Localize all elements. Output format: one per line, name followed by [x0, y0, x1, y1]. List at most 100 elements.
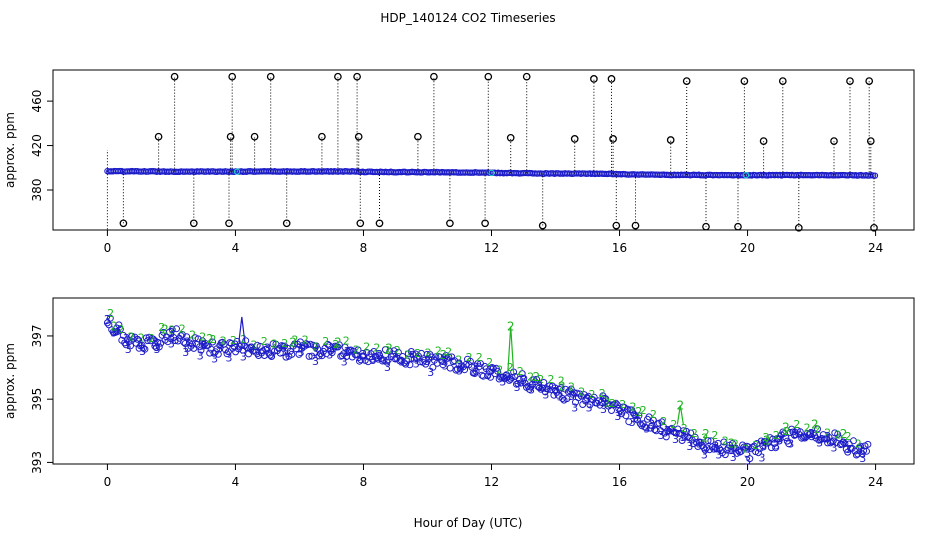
series-3-point: 3 — [360, 348, 368, 362]
series-2-marker: 2 — [548, 373, 555, 386]
cloud-point — [693, 439, 700, 446]
series-2-marker: 2 — [773, 429, 780, 442]
series-2-marker: 2 — [804, 422, 811, 435]
series-2-point: 2 — [110, 320, 118, 334]
series-3-marker: 3 — [686, 440, 693, 453]
series-3-marker: 3 — [542, 388, 549, 401]
series-3-marker: 3 — [456, 364, 463, 377]
series-2-marker: 2 — [537, 373, 544, 386]
baseline-point-accent — [233, 168, 241, 175]
cloud-point — [828, 438, 836, 446]
series-2-marker: 2 — [394, 344, 401, 357]
cloud-point — [173, 325, 180, 333]
cloud-point — [854, 450, 862, 458]
cloud-point — [237, 341, 245, 349]
cloud-point — [276, 349, 284, 357]
top-x-axis: 0 4 8 12 16 20 24 — [104, 230, 883, 255]
spike-point — [266, 72, 275, 81]
cloud-point — [318, 352, 326, 360]
series-3-point: 3 — [344, 345, 352, 359]
series-3-marker: 3 — [355, 351, 362, 364]
cloud-point — [533, 375, 541, 383]
cloud-point — [243, 344, 251, 352]
x-tick-label: 0 — [104, 241, 112, 255]
series-2-marker: 2 — [332, 338, 339, 351]
spike-point — [446, 219, 454, 228]
cloud-point — [226, 339, 234, 347]
cloud-point — [154, 338, 162, 346]
cloud-point — [618, 410, 626, 418]
cloud-point — [432, 353, 440, 361]
cloud-point — [623, 405, 631, 413]
series-3-marker: 3 — [182, 346, 189, 359]
x-tick-label: 20 — [740, 241, 755, 255]
cloud-point — [518, 370, 526, 378]
cloud-point — [127, 342, 134, 350]
series-2-marker: 2 — [609, 397, 616, 410]
series-3-marker: 3 — [614, 410, 621, 423]
spike-point — [612, 221, 621, 230]
series-2-point: 2 — [532, 370, 540, 384]
series-2-point: 2 — [440, 348, 448, 362]
cloud-point — [502, 371, 510, 379]
series-3-point: 3 — [168, 326, 176, 340]
series-3-marker: 3 — [398, 355, 405, 368]
series-2-marker: 2 — [210, 333, 217, 346]
series-3-marker: 3 — [197, 350, 204, 363]
series-3-point: 3 — [568, 389, 576, 403]
cloud-point — [746, 455, 754, 463]
series-3-marker: 3 — [571, 401, 578, 414]
spike-point — [778, 77, 787, 85]
spike-point — [590, 75, 598, 83]
spike-point — [734, 222, 742, 231]
cloud-point — [569, 390, 577, 398]
cloud-point — [474, 360, 482, 368]
spike-point — [631, 221, 640, 230]
series-2-marker: 2 — [302, 334, 309, 347]
series-3-marker: 3 — [470, 366, 477, 379]
cloud-point — [864, 440, 872, 448]
cloud-point — [390, 347, 398, 355]
series-3-marker: 3 — [139, 345, 146, 358]
spike-point — [354, 132, 363, 141]
spike-point — [154, 132, 163, 141]
cloud-point — [188, 340, 196, 348]
series-3-marker: 3 — [845, 443, 852, 456]
spike-point — [353, 72, 361, 81]
series-2-marker: 2 — [855, 438, 862, 451]
cloud-point — [439, 361, 447, 369]
cloud-point — [763, 439, 771, 447]
series-3-point: 3 — [632, 411, 640, 425]
cloud-point — [720, 438, 728, 446]
series-2-marker: 2 — [752, 439, 759, 452]
series-3-marker: 3 — [759, 451, 766, 464]
bottom-spike — [238, 316, 246, 343]
cloud-point — [613, 401, 621, 409]
series-3-marker: 3 — [672, 433, 679, 446]
cloud-point — [834, 430, 842, 438]
spike-point — [228, 72, 237, 81]
cloud-point — [734, 447, 742, 454]
cloud-point — [308, 352, 316, 360]
cloud-point — [406, 361, 414, 369]
series-3-marker: 3 — [154, 343, 161, 356]
series-3-marker: 3 — [413, 357, 420, 370]
series-3-marker: 3 — [240, 351, 247, 364]
series-2-marker: 2 — [599, 387, 606, 400]
series-2-marker: 2 — [107, 307, 114, 320]
spike-point — [170, 72, 179, 81]
spike-point — [865, 77, 874, 85]
y-tick-label: 395 — [30, 388, 44, 411]
bottom-spike — [676, 405, 684, 425]
spike-point — [119, 219, 128, 228]
baseline-point-accent — [742, 171, 750, 179]
cloud-point — [224, 348, 232, 356]
series-2-marker: 2 — [138, 332, 145, 345]
series-3-point: 3 — [184, 335, 192, 349]
series-2-marker: 2 — [404, 348, 411, 361]
cloud-point — [282, 353, 290, 361]
x-tick-label: 24 — [868, 241, 883, 255]
spike-point — [250, 132, 259, 141]
cloud-point — [394, 348, 402, 356]
